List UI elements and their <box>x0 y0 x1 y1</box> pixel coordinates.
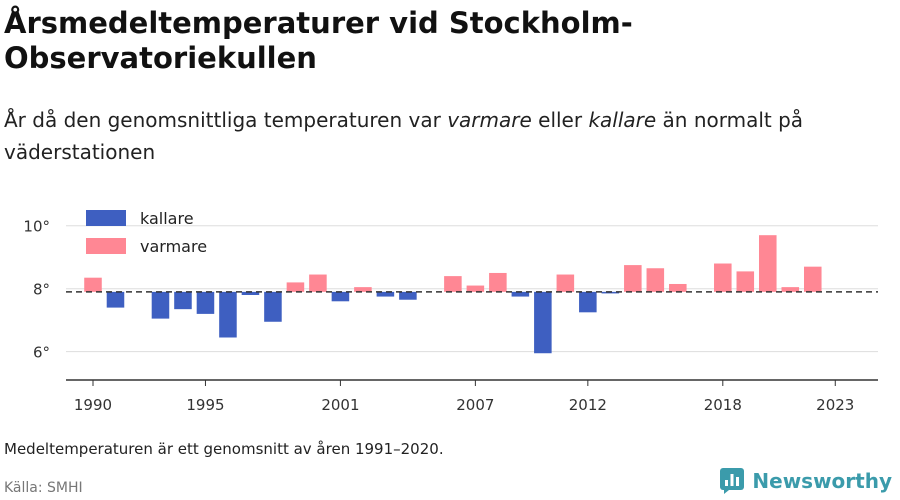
x-tick-label: 2007 <box>456 396 494 414</box>
bar-2009 <box>511 291 530 297</box>
bar-2018 <box>714 263 732 292</box>
bar-2006 <box>444 276 462 292</box>
y-tick-label: 6° <box>33 344 50 362</box>
y-tick-label: 8° <box>33 281 50 299</box>
bar-2004 <box>399 291 417 300</box>
legend-swatch-kallare <box>86 210 126 226</box>
subtitle-colder: kallare <box>588 108 657 132</box>
footnote: Medeltemperaturen är ett genomsnitt av å… <box>4 440 444 458</box>
subtitle-text-1: År då den genomsnittliga temperaturen va… <box>4 108 448 132</box>
bar-1997 <box>241 291 260 295</box>
chart-subtitle: År då den genomsnittliga temperaturen va… <box>4 104 884 168</box>
bar-2002 <box>354 287 372 292</box>
bar-1993 <box>151 291 170 319</box>
bar-2011 <box>556 274 575 292</box>
x-tick-label: 2018 <box>704 396 742 414</box>
bar-2022 <box>803 266 822 292</box>
bar-1998 <box>264 291 282 322</box>
bar-2020 <box>759 235 777 292</box>
chart-title: Årsmedeltemperaturer vid Stockholm-Obser… <box>4 6 633 75</box>
legend-swatch-varmare <box>86 238 126 254</box>
bars <box>84 235 822 354</box>
x-tick-label: 2023 <box>816 396 854 414</box>
bar-2003 <box>376 291 395 297</box>
x-tick-label: 2012 <box>569 396 607 414</box>
legend: kallare varmare <box>86 209 207 256</box>
bar-1995 <box>196 291 215 314</box>
brand-name: Newsworthy <box>752 469 892 493</box>
y-tick-label: 10° <box>23 218 50 236</box>
bar-1996 <box>219 291 237 338</box>
bar-2012 <box>579 291 597 313</box>
bar-1991 <box>106 291 125 308</box>
subtitle-text-2: eller <box>531 108 589 132</box>
gridlines: 6° 8° 10° <box>23 218 878 362</box>
bar-2015 <box>646 268 665 292</box>
bar-2019 <box>736 271 755 292</box>
bar-1990 <box>84 277 102 292</box>
bar-2007 <box>466 285 485 292</box>
legend-label-varmare: varmare <box>140 237 207 256</box>
bar-2021 <box>781 287 800 292</box>
bar-2001 <box>331 291 350 302</box>
brand-logo: Newsworthy <box>720 468 892 494</box>
source-credit: Källa: SMHI <box>4 480 83 496</box>
newsworthy-logo-icon <box>720 468 745 494</box>
subtitle-text-3: än normalt på väderstationen <box>4 108 804 164</box>
x-tick-label: 2001 <box>321 396 359 414</box>
subtitle-warmer: varmare <box>447 108 532 132</box>
bar-1999 <box>286 282 305 292</box>
bar-1994 <box>174 291 192 310</box>
bar-2016 <box>669 283 687 292</box>
x-axis: 1990 1995 2001 2007 2012 2018 2023 <box>66 379 878 414</box>
bar-2008 <box>489 272 507 292</box>
x-tick-label: 1990 <box>74 396 112 414</box>
bar-2000 <box>309 274 327 292</box>
legend-label-kallare: kallare <box>140 209 194 228</box>
bar-2010 <box>534 291 552 354</box>
bar-2013 <box>601 291 620 294</box>
bar-chart: 6° 8° 10° 1990 1995 2001 2007 2012 2018 2023 kal… <box>23 209 878 414</box>
bar-2014 <box>624 265 642 292</box>
x-tick-label: 1995 <box>186 396 224 414</box>
